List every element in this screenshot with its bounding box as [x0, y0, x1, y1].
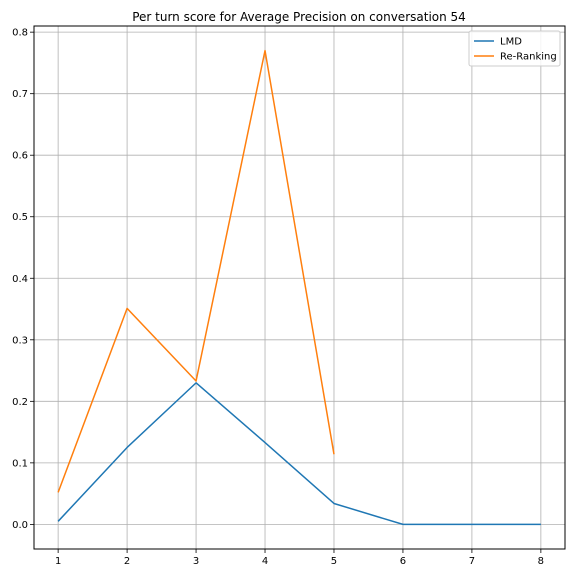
series-line-re-ranking	[57, 49, 335, 493]
legend: LMD Re-Ranking	[468, 30, 561, 67]
legend-label-lmd: LMD	[500, 37, 522, 48]
x-tick-label: 7	[469, 556, 475, 567]
x-axis: 1 2 3 4 5 6 7 8	[55, 549, 544, 567]
legend-label-re-ranking: Re-Ranking	[500, 52, 557, 63]
x-tick-label: 4	[262, 556, 268, 567]
grid	[34, 26, 565, 549]
y-tick-label: 0.2	[12, 397, 28, 408]
y-tick-label: 0.3	[12, 335, 28, 346]
y-tick-label: 0.6	[12, 151, 28, 162]
chart-title: Per turn score for Average Precision on …	[132, 10, 466, 24]
x-tick-label: 3	[193, 556, 199, 567]
x-tick-label: 2	[124, 556, 130, 567]
legend-box	[468, 30, 561, 67]
x-tick-label: 8	[538, 556, 544, 567]
y-tick-label: 0.1	[12, 458, 28, 469]
y-tick-label: 0.7	[12, 89, 28, 100]
y-tick-label: 0.0	[12, 520, 28, 531]
y-axis: 0.0 0.1 0.2 0.3 0.4 0.5 0.6 0.7 0.8	[12, 28, 34, 531]
x-tick-label: 6	[400, 556, 406, 567]
y-tick-label: 0.8	[12, 28, 28, 39]
series-group	[57, 49, 541, 526]
y-tick-label: 0.4	[12, 274, 28, 285]
series-line-lmd	[57, 382, 541, 526]
x-tick-label: 1	[55, 556, 61, 567]
x-tick-label: 5	[331, 556, 337, 567]
y-tick-label: 0.5	[12, 212, 28, 223]
plot-frame	[33, 25, 566, 550]
